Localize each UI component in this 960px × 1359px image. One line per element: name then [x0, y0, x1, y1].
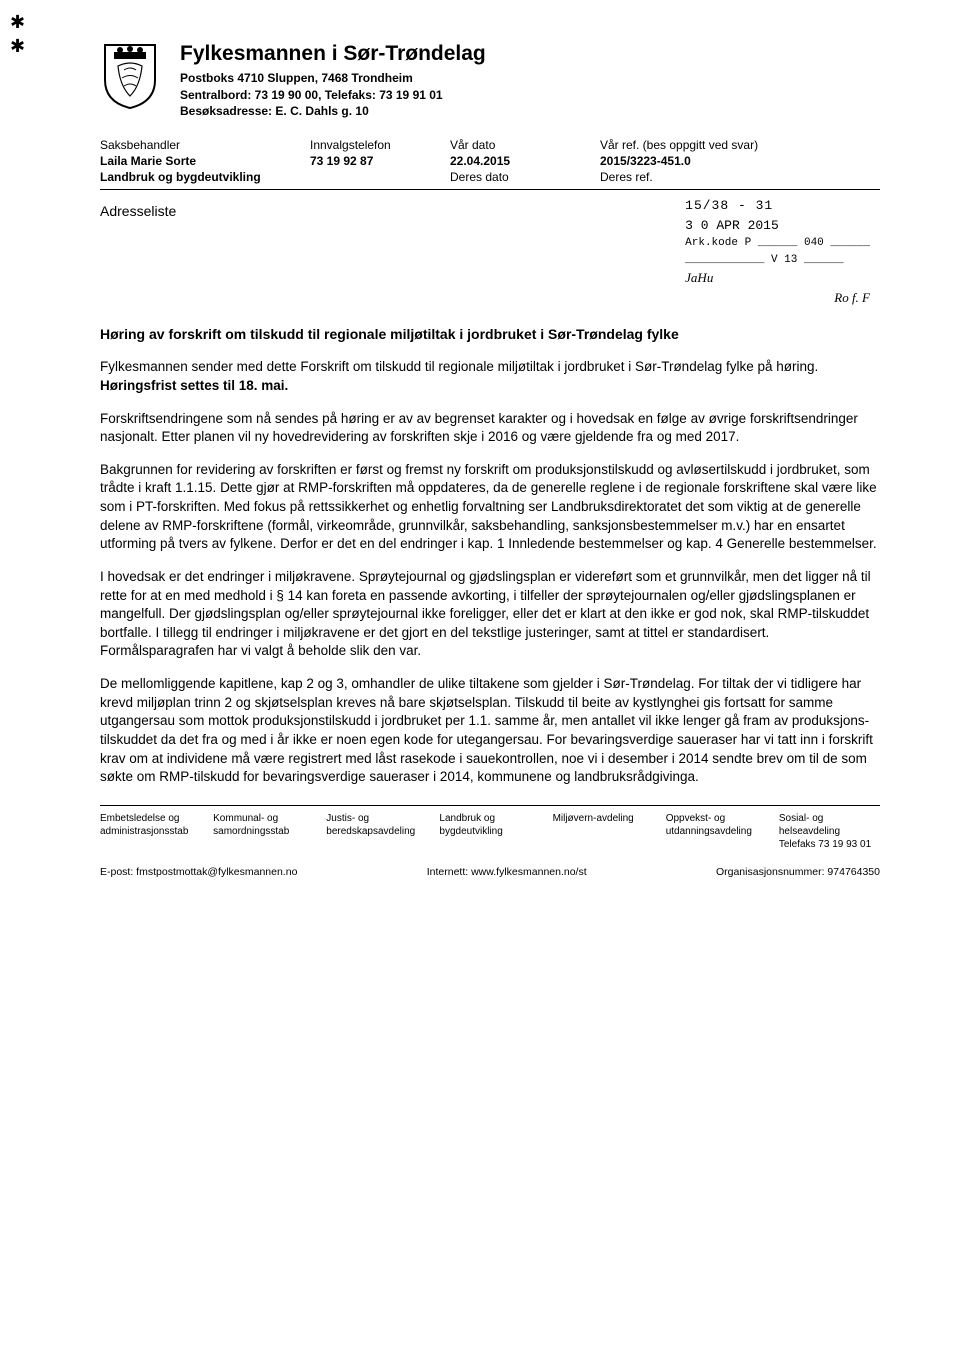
your-date-label: Deres dato — [450, 169, 600, 185]
letter-subject: Høring av forskrift om tilskudd til regi… — [100, 325, 880, 344]
letterhead: Fylkesmannen i Sør-Trøndelag Postboks 47… — [100, 40, 880, 119]
footer-col-3: Justis- og beredskapsavdeling — [326, 812, 427, 851]
footer-col-2: Kommunal- og samordningsstab — [213, 812, 314, 851]
footer-col-4: Landbruk og bygdeutvikling — [439, 812, 540, 851]
sender-address-1: Postboks 4710 Sluppen, 7468 Trondheim — [180, 70, 486, 86]
our-ref-label: Vår ref. (bes oppgitt ved svar) — [600, 137, 880, 153]
stamp-arkcode2: ____________ V 13 ______ — [685, 252, 870, 269]
our-date-value: 22.04.2015 — [450, 153, 600, 169]
case-handler-name: Laila Marie Sorte — [100, 153, 310, 169]
paragraph-2: Forskriftsendringene som nå sendes på hø… — [100, 410, 880, 447]
sender-address-3: Besøksadresse: E. C. Dahls g. 10 — [180, 103, 486, 119]
norwegian-coat-of-arms-icon — [100, 40, 160, 110]
scan-edge-marks: ✱✱ — [10, 10, 25, 59]
footer-email: E-post: fmstpostmottak@fylkesmannen.no — [100, 865, 297, 879]
received-stamp: 15/38 - 31 3 0 APR 2015 Ark.kode P _____… — [685, 196, 870, 307]
reference-block: Saksbehandler Laila Marie Sorte Landbruk… — [100, 137, 880, 186]
stamp-arkcode: Ark.kode P ______ 040 ______ — [685, 235, 870, 252]
stamp-received-date: 3 0 APR 2015 — [685, 216, 870, 236]
footer-col-5: Miljøvern-avdeling — [553, 812, 654, 851]
sender-address-2: Sentralbord: 73 19 90 00, Telefaks: 73 1… — [180, 87, 486, 103]
sender-title: Fylkesmannen i Sør-Trøndelag — [180, 40, 486, 68]
footer-departments: Embetsledelse og administrasjonsstab Kom… — [100, 812, 880, 851]
footer-contact-row: E-post: fmstpostmottak@fylkesmannen.no I… — [100, 865, 880, 879]
paragraph-3: Bakgrunnen for revidering av forskriften… — [100, 461, 880, 554]
paragraph-1: Fylkesmannen sender med dette Forskrift … — [100, 358, 880, 395]
stamp-initials: JaHu — [685, 268, 870, 288]
our-ref-value: 2015/3223-451.0 — [600, 153, 880, 169]
paragraph-5: De mellomliggende kapitlene, kap 2 og 3,… — [100, 675, 880, 787]
stamp-case-number: 15/38 - 31 — [685, 196, 870, 216]
recipient-label: Adresseliste — [100, 202, 176, 221]
deadline-line: Høringsfrist settes til 18. mai. — [100, 378, 288, 393]
footer-orgnr: Organisasjonsnummer: 974764350 — [716, 865, 880, 879]
footer-separator — [100, 805, 880, 806]
our-date-label: Vår dato — [450, 137, 600, 153]
footer-web: Internett: www.fylkesmannen.no/st — [427, 865, 587, 879]
footer-col-6: Oppvekst- og utdanningsavdeling — [666, 812, 767, 851]
case-handler-label: Saksbehandler — [100, 137, 310, 153]
footer-col-1: Embetsledelse og administrasjonsstab — [100, 812, 201, 851]
stamp-note: Ro f. F — [685, 288, 870, 308]
your-ref-label: Deres ref. — [600, 169, 880, 185]
case-handler-dept: Landbruk og bygdeutvikling — [100, 169, 310, 185]
header-separator — [100, 189, 880, 190]
phone-value: 73 19 92 87 — [310, 153, 450, 169]
phone-label: Innvalgstelefon — [310, 137, 450, 153]
paragraph-4: I hovedsak er det endringer i miljøkrave… — [100, 568, 880, 661]
footer-col-7: Sosial- og helseavdeling Telefaks 73 19 … — [779, 812, 880, 851]
